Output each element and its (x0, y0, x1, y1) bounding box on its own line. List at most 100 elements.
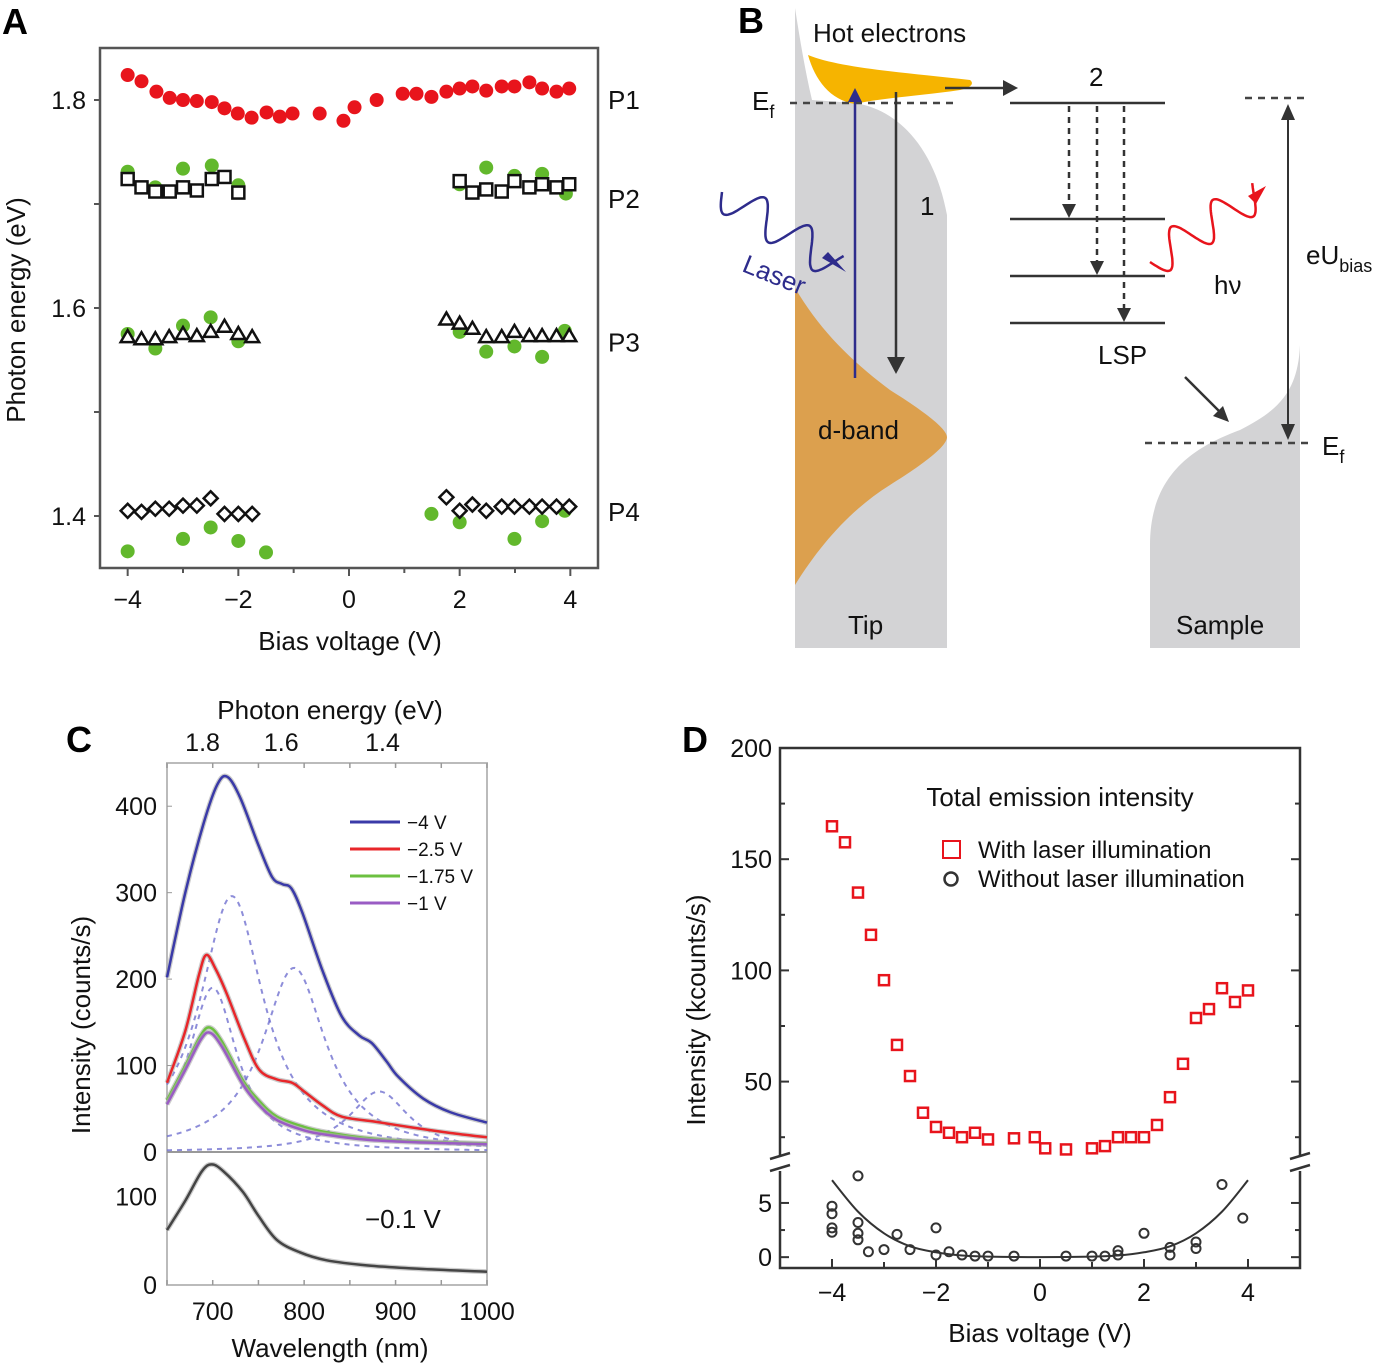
data-point (1215, 981, 1229, 995)
data-point (1086, 1250, 1098, 1262)
data-point (120, 68, 135, 83)
data-point (561, 176, 577, 192)
data-point (522, 180, 537, 195)
data-point (505, 497, 524, 516)
data-point (534, 176, 550, 192)
data-point (852, 1234, 864, 1246)
data-point (507, 339, 522, 354)
data-point (203, 310, 218, 325)
plot-frame (166, 762, 488, 1286)
data-point (916, 1106, 930, 1119)
x-tick-label: 800 (283, 1298, 325, 1326)
process-1-label: 1 (920, 191, 934, 221)
panel-label-c: C (66, 719, 92, 760)
y-tick-label: 200 (730, 735, 772, 763)
x-tick-label: 0 (342, 586, 356, 614)
data-point (826, 1222, 838, 1234)
data-point (1112, 1249, 1124, 1261)
top-axis-label: Photon energy (eV) (217, 695, 442, 725)
data-point (943, 1246, 955, 1258)
series-p2 (120, 169, 577, 200)
arrowhead-icon (1213, 406, 1229, 422)
x-tick-label: 0 (1033, 1279, 1047, 1307)
data-point (1228, 995, 1242, 1009)
peak-label: P2 (608, 184, 640, 214)
data-point (118, 327, 137, 344)
data-point (243, 505, 261, 523)
data-point (1190, 1242, 1202, 1254)
data-point (1202, 1002, 1216, 1016)
data-point (956, 1249, 968, 1261)
peak-label: P3 (608, 327, 640, 357)
data-point (562, 81, 577, 96)
data-point (968, 1126, 982, 1140)
peak-label: P1 (608, 85, 640, 115)
lsp-to-sample-arrow (1184, 376, 1223, 415)
data-point (134, 180, 149, 195)
data-point (229, 324, 248, 341)
data-point (1216, 1179, 1228, 1191)
top-tick-label: 1.8 (185, 729, 220, 757)
raw-data-line (164, 1029, 488, 1147)
data-point (547, 497, 566, 516)
panel-label-b: B (738, 0, 764, 41)
data-point (969, 1250, 981, 1262)
series-line (165, 953, 488, 1139)
data-point (826, 1200, 838, 1212)
data-point (1112, 1245, 1124, 1257)
data-point (175, 180, 191, 195)
photon-label: hν (1214, 270, 1241, 300)
legend-label: With laser illumination (978, 837, 1211, 864)
data-point (424, 89, 439, 104)
data-point (535, 349, 550, 364)
data-point (1176, 1057, 1190, 1071)
data-point (492, 327, 511, 344)
data-point (146, 329, 165, 346)
data-point (465, 79, 480, 94)
process-2-label: 2 (1089, 62, 1103, 92)
raw-data-line (164, 1024, 488, 1146)
series-p3 (118, 309, 579, 346)
data-point (148, 184, 163, 199)
data-point (494, 184, 509, 199)
x-tick-label: 2 (453, 586, 467, 614)
panel-a-chart: A −4 −2 0 2 4 1.4 1.6 1.8 Bias voltage (V) Photon … (1, 1, 640, 656)
tip-label: Tip (848, 610, 883, 640)
data-point (159, 327, 179, 344)
x-tick-label: 900 (375, 1298, 417, 1326)
x-tick-label: −4 (818, 1279, 847, 1307)
data-point (1137, 1130, 1151, 1144)
sample-label: Sample (1176, 610, 1264, 640)
series-green (120, 503, 572, 560)
data-point (465, 185, 480, 200)
d-band-shape (795, 288, 947, 585)
legend-label: Without laser illumination (978, 866, 1245, 893)
data-point (930, 1249, 942, 1261)
data-point (1008, 1250, 1020, 1262)
plot-frame (98, 46, 600, 570)
axis-break-icon (1289, 1151, 1311, 1173)
data-point (522, 75, 537, 90)
data-point (1007, 1132, 1021, 1145)
data-point (272, 109, 287, 124)
y-axis-label: Intensity (counts/s) (66, 916, 96, 1134)
data-point (201, 489, 220, 508)
data-point (1111, 1130, 1125, 1144)
data-point (229, 505, 248, 523)
fit-component-line (166, 966, 488, 1146)
data-point (230, 106, 245, 121)
data-point (877, 973, 891, 987)
data-point (215, 505, 234, 523)
series-line (165, 774, 488, 1124)
data-point (369, 93, 384, 107)
data-point (174, 496, 192, 515)
data-point (982, 1250, 994, 1262)
data-point (862, 1246, 874, 1258)
data-point (204, 95, 219, 110)
data-point (217, 169, 232, 185)
data-point (424, 506, 439, 521)
data-point (146, 499, 165, 518)
data-point (533, 497, 551, 516)
data-point (1138, 1227, 1150, 1239)
data-point (1028, 1130, 1042, 1144)
